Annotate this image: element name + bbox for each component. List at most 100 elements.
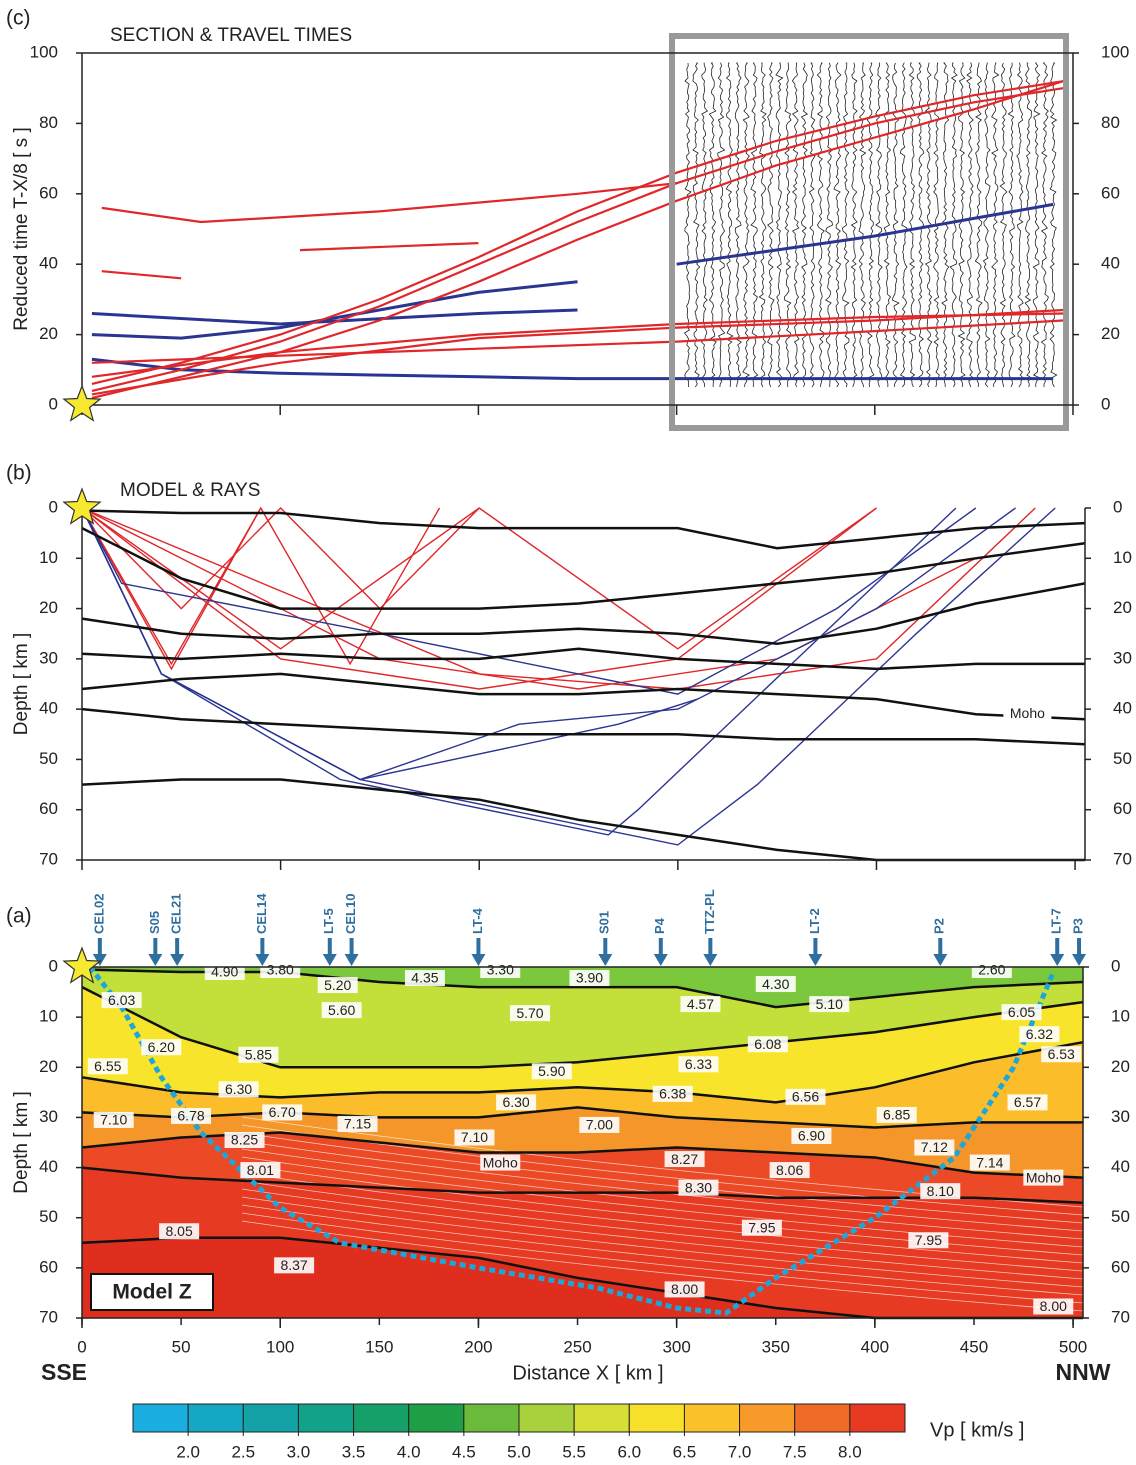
velocity-label: 7.12: [921, 1139, 948, 1155]
velocity-label-bg: [454, 1129, 495, 1146]
seismogram-trace: [750, 62, 759, 388]
y-tick-label: 60: [39, 183, 58, 202]
velocity-label-bg: [480, 962, 521, 979]
velocity-label-bg: [1001, 1004, 1042, 1021]
seismogram-trace: [899, 62, 908, 388]
seismogram-trace: [758, 62, 767, 388]
station-label: P3: [1070, 918, 1085, 934]
velocity-label-bg: [747, 1036, 788, 1053]
contour-line: [241, 1132, 1084, 1224]
velocity-label: 5.10: [816, 996, 843, 1012]
seismogram-trace: [742, 62, 751, 388]
colorbar-tick-label: 6.5: [673, 1442, 697, 1461]
velocity-label-bg: [678, 1056, 719, 1073]
velocity-label-bg: [1019, 1026, 1060, 1043]
velocity-label-bg: [101, 992, 142, 1009]
x-tick-label: 150: [365, 1337, 393, 1356]
station-arrowhead: [808, 954, 823, 966]
y-tick-label: 10: [39, 548, 58, 567]
velocity-label-bg: [238, 1046, 279, 1063]
contour-line: [241, 1220, 1084, 1312]
contour-line: [241, 1172, 1084, 1264]
x-tick-label: 250: [563, 1337, 591, 1356]
velocity-label: 7.15: [344, 1116, 371, 1132]
velocity-label: 6.08: [754, 1036, 781, 1052]
station-arrowhead: [703, 954, 718, 966]
layer-boundary: [81, 582, 1086, 646]
station-label: CEL10: [343, 894, 358, 934]
velocity-label: 8.00: [1040, 1298, 1067, 1314]
panel-title: SECTION & TRAVEL TIMES: [110, 25, 352, 46]
y-tick-label: 60: [39, 799, 58, 818]
y-tick-label-right: 100: [1101, 42, 1129, 61]
x-tick-label: 100: [266, 1337, 294, 1356]
velocity-label: 4.35: [411, 970, 438, 986]
velocity-label-bg: [1033, 1298, 1074, 1315]
velocity-label: 3.90: [576, 970, 603, 986]
velocity-label-bg: [969, 1154, 1010, 1171]
velocity-label-bg: [971, 962, 1012, 979]
colorbar-tick-label: 2.0: [176, 1442, 200, 1461]
colorbar-tick-label: 4.0: [397, 1442, 421, 1461]
y-tick-label: 40: [39, 1157, 58, 1176]
velocity-label-bg: [159, 1223, 200, 1240]
velocity-label: 8.00: [671, 1281, 698, 1297]
layer-boundary: [81, 968, 1084, 1009]
travel-time-curve: [91, 319, 1064, 364]
colorbar-swatch: [628, 1403, 685, 1433]
seismogram-trace: [933, 62, 940, 388]
station-label: P2: [932, 918, 947, 934]
y-tick-label: 80: [39, 113, 58, 132]
velocity-label: 5.90: [538, 1063, 565, 1079]
colorbar-tick-label: 5.5: [562, 1442, 586, 1461]
station-label: S05: [147, 911, 162, 934]
velocity-label: 6.57: [1014, 1094, 1041, 1110]
y-tick-label-right: 40: [1113, 699, 1132, 718]
y-axis-label: Depth [ km ]: [11, 1091, 32, 1193]
y-tick-label: 0: [49, 497, 58, 516]
station-arrowhead: [148, 954, 163, 966]
station-arrowhead: [598, 954, 613, 966]
velocity-label-bg: [317, 977, 358, 994]
colorbar-swatch: [242, 1403, 299, 1433]
travel-time-curve: [299, 242, 479, 252]
velocity-label-bg: [218, 1081, 259, 1098]
station-arrowhead: [653, 954, 668, 966]
y-tick-label: 10: [39, 1007, 58, 1026]
velocity-label-bg: [908, 1232, 949, 1249]
velocity-label: 4.90: [211, 964, 238, 980]
velocity-label: 3.80: [267, 962, 294, 978]
seismogram-trace: [1007, 62, 1016, 388]
velocity-label: 3.30: [487, 962, 514, 978]
velocity-label-bg: [141, 1039, 182, 1056]
layer-boundary: [81, 778, 1085, 862]
y-axis-label: Reduced time T-X/8 [ s ]: [11, 127, 32, 330]
velocity-label-bg: [321, 1002, 362, 1019]
station-label: LT-5: [321, 908, 336, 934]
velocity-label: Moho: [483, 1154, 518, 1170]
ray-path: [81, 507, 480, 610]
layer-boundary: [81, 672, 1086, 721]
y-tick-label: 40: [39, 254, 58, 273]
velocity-label: 8.27: [671, 1151, 698, 1167]
velocity-label: 6.32: [1026, 1026, 1053, 1042]
station-arrowhead: [344, 954, 359, 966]
x-tick-label: 400: [861, 1337, 889, 1356]
layer-boundary: [81, 526, 1086, 610]
record-section-box: [669, 33, 1069, 431]
colorbar-tick-label: 3.0: [287, 1442, 311, 1461]
colorbar-swatch: [849, 1403, 906, 1433]
contour-line: [241, 1188, 1084, 1280]
velocity-label-bg: [1007, 1094, 1048, 1111]
colorbar-tick-label: 4.5: [452, 1442, 476, 1461]
travel-time-curve: [91, 280, 578, 340]
seismogram-trace: [1016, 62, 1024, 388]
colorbar-swatch: [187, 1403, 244, 1433]
station-arrowhead: [92, 954, 107, 966]
seismogram-trace: [775, 62, 784, 388]
y-tick-label: 70: [39, 1307, 58, 1326]
velocity-label-bg: [171, 1107, 212, 1124]
seismogram-trace: [1032, 62, 1041, 388]
contour-line: [241, 1212, 1084, 1304]
seismogram-trace: [725, 62, 734, 388]
